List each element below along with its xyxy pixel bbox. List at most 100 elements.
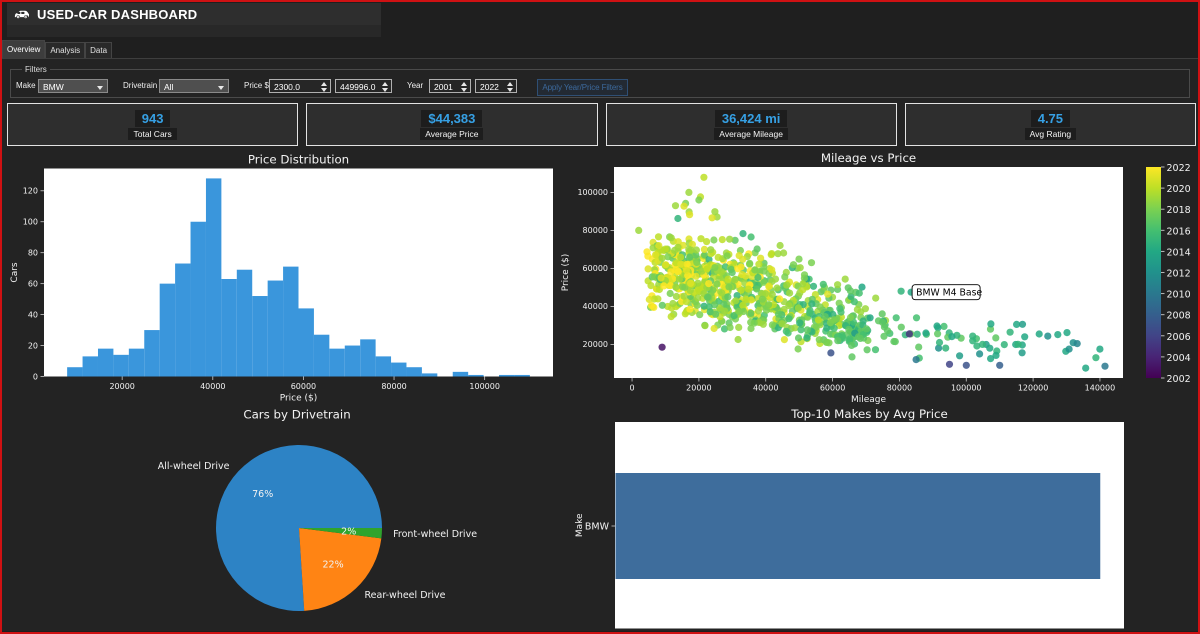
car-icon <box>14 10 29 19</box>
mileage-vs-price-chart: 0 20000 40000 60000 80000 100000 120000 140000 2… <box>561 151 1200 405</box>
spinner-arrows-icon[interactable] <box>505 81 514 93</box>
app-title-strip: USED-CAR DASHBOARD <box>7 3 381 25</box>
pie-slice-all-wheel-drive <box>216 445 382 612</box>
chart-text: 80000 <box>583 226 608 235</box>
chart-text: 2014 <box>1167 247 1191 258</box>
chart-text: 20000 <box>109 382 134 391</box>
chart-text: 40000 <box>583 302 608 311</box>
chart-text: BMW M4 Base <box>916 287 982 298</box>
chart-text: 100000 <box>469 382 500 391</box>
chart-text: 140000 <box>1085 384 1116 393</box>
kpi-row: 943 Total Cars $44,383 Average Price 36,424 … <box>7 103 1196 146</box>
app-title: USED-CAR DASHBOARD <box>37 6 198 22</box>
chart-text: 2002 <box>1167 374 1191 385</box>
spinner-arrows-icon[interactable] <box>459 81 468 93</box>
scatter-tooltip: BMW M4 Base <box>911 284 982 301</box>
histogram-bars <box>67 178 530 377</box>
kpi-value-total-cars: 943 <box>134 109 171 127</box>
chart-title: Cars by Drivetrain <box>243 408 350 422</box>
spinner-arrows-icon[interactable] <box>319 81 328 93</box>
kpi-label-avg-rating: Avg Rating <box>1024 127 1077 140</box>
pie-slice-label: All-wheel Drive <box>158 461 230 472</box>
make-combobox-value: BMW <box>43 81 64 92</box>
chart-text: 40000 <box>200 382 225 391</box>
chart-title: Price Distribution <box>248 153 349 167</box>
make-combobox[interactable]: BMW <box>38 78 108 93</box>
chart-text: 20000 <box>583 340 608 349</box>
chart-title: Top-10 Makes by Avg Price <box>790 407 948 421</box>
chart-text: 20000 <box>686 384 711 393</box>
price-min-spinbox[interactable]: 2300.0 <box>269 78 331 93</box>
drivetrain-combobox[interactable]: All <box>159 78 229 93</box>
price-distribution-chart: 20000 40000 60000 80000 100000 0 20 40 60 80 100 12… <box>10 153 553 404</box>
tab-overview[interactable]: Overview <box>2 40 46 58</box>
apply-filters-button[interactable]: Apply Year/Price Filters <box>537 78 628 96</box>
pie-slice-rear-wheel-drive <box>299 528 382 611</box>
chart-text: 0 <box>630 384 635 393</box>
price-min-value: 2300.0 <box>274 81 300 92</box>
chart-text: 2022 <box>1167 163 1191 174</box>
year-min-spinbox[interactable]: 2001 <box>429 78 471 93</box>
charts-canvas: 20000 40000 60000 80000 100000 0 20 40 60 80 100 12… <box>10 151 1200 629</box>
kpi-card-total-cars: 943 Total Cars <box>7 103 299 146</box>
price-max-spinbox[interactable]: 449996.0 <box>335 78 392 93</box>
kpi-value-average-mileage: 36,424 mi <box>714 109 788 127</box>
chart-text: 80000 <box>381 382 406 391</box>
filters-legend: Filters <box>22 65 50 74</box>
chart-text: 2012 <box>1167 269 1191 280</box>
tab-bar: Overview Analysis Data <box>2 40 113 58</box>
chart-text: 2004 <box>1167 353 1191 364</box>
pie-slice-label: Front-wheel Drive <box>393 529 477 540</box>
chart-text: 100000 <box>951 384 982 393</box>
chart-text: 100 <box>23 218 38 227</box>
year-max-value: 2022 <box>480 81 499 92</box>
chart-text: 120000 <box>1018 384 1049 393</box>
chart-text: 60000 <box>291 382 316 391</box>
chart-text: 20 <box>28 341 38 350</box>
pie-pct-label: 22% <box>323 560 344 571</box>
kpi-card-average-price: $44,383 Average Price <box>306 103 598 146</box>
tab-analysis[interactable]: Analysis <box>45 42 86 58</box>
spinner-arrows-icon[interactable] <box>380 81 389 93</box>
pie-slice-label: Rear-wheel Drive <box>364 590 445 601</box>
chart-text: 2006 <box>1167 332 1191 343</box>
make-label: Make <box>16 81 36 90</box>
y-axis-label: Make <box>575 513 585 537</box>
chart-text: 40 <box>28 310 38 319</box>
chevron-down-icon[interactable] <box>218 85 224 90</box>
year-max-spinbox[interactable]: 2022 <box>475 78 517 93</box>
kpi-label-average-mileage: Average Mileage <box>714 127 788 140</box>
cars-by-drivetrain-chart: 76% All-wheel Drive 22% Rear-wheel Drive 2% F… <box>158 408 477 612</box>
chart-text: 2018 <box>1167 205 1191 216</box>
colorbar: 2002 2004 2006 2008 2010 2012 2014 2016 2018 2020… <box>1146 163 1200 385</box>
top-makes-by-avg-price-chart: BMW Top-10 Makes by Avg Price Make <box>575 407 1124 629</box>
price-label: Price $ <box>244 81 269 90</box>
chart-text: 0 <box>33 372 38 381</box>
x-axis-label: Mileage <box>851 395 887 405</box>
y-axis-label: Price ($) <box>561 254 571 292</box>
chart-title: Mileage vs Price <box>821 151 916 165</box>
kpi-card-avg-rating: 4.75 Avg Rating <box>904 103 1196 146</box>
chevron-down-icon[interactable] <box>97 85 103 90</box>
tab-data[interactable]: Data <box>85 42 113 58</box>
scatter-points[interactable] <box>635 173 1109 372</box>
year-min-value: 2001 <box>434 81 453 92</box>
app-header: USED-CAR DASHBOARD <box>7 3 381 37</box>
y-axis-label: Cars <box>10 262 20 282</box>
filters-panel: Filters Make BMW Drivetrain All Price $ … <box>10 65 1190 98</box>
bar-bmw <box>615 473 1101 579</box>
price-max-value: 449996.0 <box>340 81 376 92</box>
chart-text: 40000 <box>753 384 778 393</box>
chart-text: 2008 <box>1167 311 1191 322</box>
chart-text: 80 <box>28 248 38 257</box>
pie-pct-label: 2% <box>341 526 356 537</box>
chart-text: 120 <box>23 187 38 196</box>
kpi-value-avg-rating: 4.75 <box>1030 109 1071 127</box>
pie-slice-front-wheel-drive <box>299 528 383 539</box>
kpi-value-average-price: $44,383 <box>421 109 483 127</box>
chart-text: 60000 <box>583 264 608 273</box>
drivetrain-label: Drivetrain <box>123 81 158 90</box>
pie-pct-label: 76% <box>252 489 273 500</box>
tab-content-overview: Filters Make BMW Drivetrain All Price $ … <box>0 58 1200 631</box>
